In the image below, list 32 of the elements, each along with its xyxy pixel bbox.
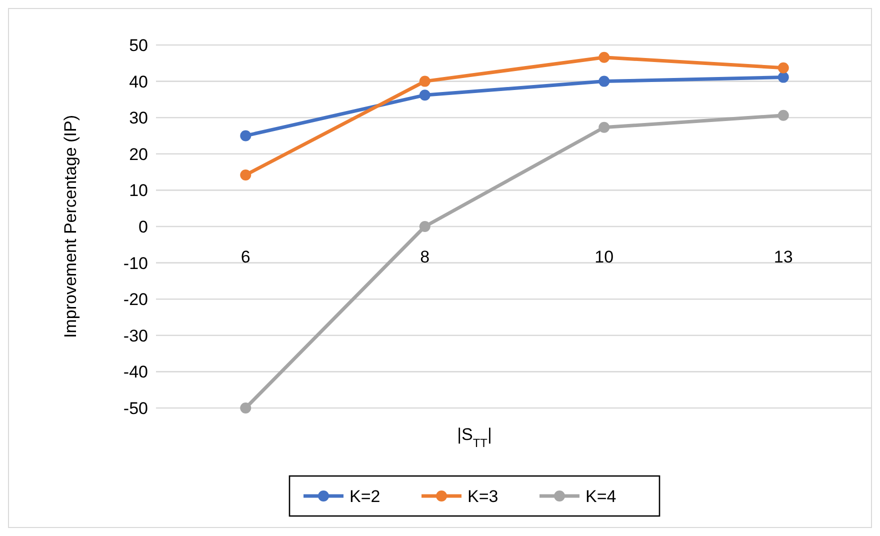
y-tick-label: -20 [123, 290, 148, 310]
legend-label: K=3 [468, 486, 498, 506]
y-tick-label: -50 [123, 398, 148, 418]
point [598, 122, 610, 133]
x-tick-label: 10 [594, 248, 614, 266]
point [598, 52, 610, 63]
y-tick-label: 30 [129, 108, 148, 128]
point [778, 62, 789, 74]
y-tick-label: 50 [129, 36, 148, 55]
x-axis-title: |S$_{TT}$| [457, 425, 492, 450]
legend-label: K=4 [586, 486, 616, 506]
y-axis-title: Improvement Percentage (IP) [61, 115, 80, 338]
point [240, 130, 252, 142]
point [419, 76, 430, 87]
y-tick-label: 0 [138, 217, 148, 236]
y-tick-label: 20 [129, 144, 148, 164]
point [419, 221, 430, 232]
point [778, 110, 789, 121]
y-tick-label: -40 [123, 362, 148, 382]
point [598, 76, 610, 87]
point [419, 90, 430, 101]
y-tick-label: -30 [123, 326, 148, 346]
x-tick-label: 8 [420, 248, 430, 266]
y-tick-label: -10 [123, 254, 148, 273]
legend-label: K=2 [350, 486, 380, 506]
point [240, 402, 252, 414]
point [240, 169, 252, 180]
x-tick-label: 13 [774, 248, 793, 266]
y-tick-label: 40 [129, 72, 148, 92]
x-tick-label: 6 [240, 248, 250, 266]
y-tick-label: 10 [129, 181, 148, 200]
point [778, 72, 789, 83]
